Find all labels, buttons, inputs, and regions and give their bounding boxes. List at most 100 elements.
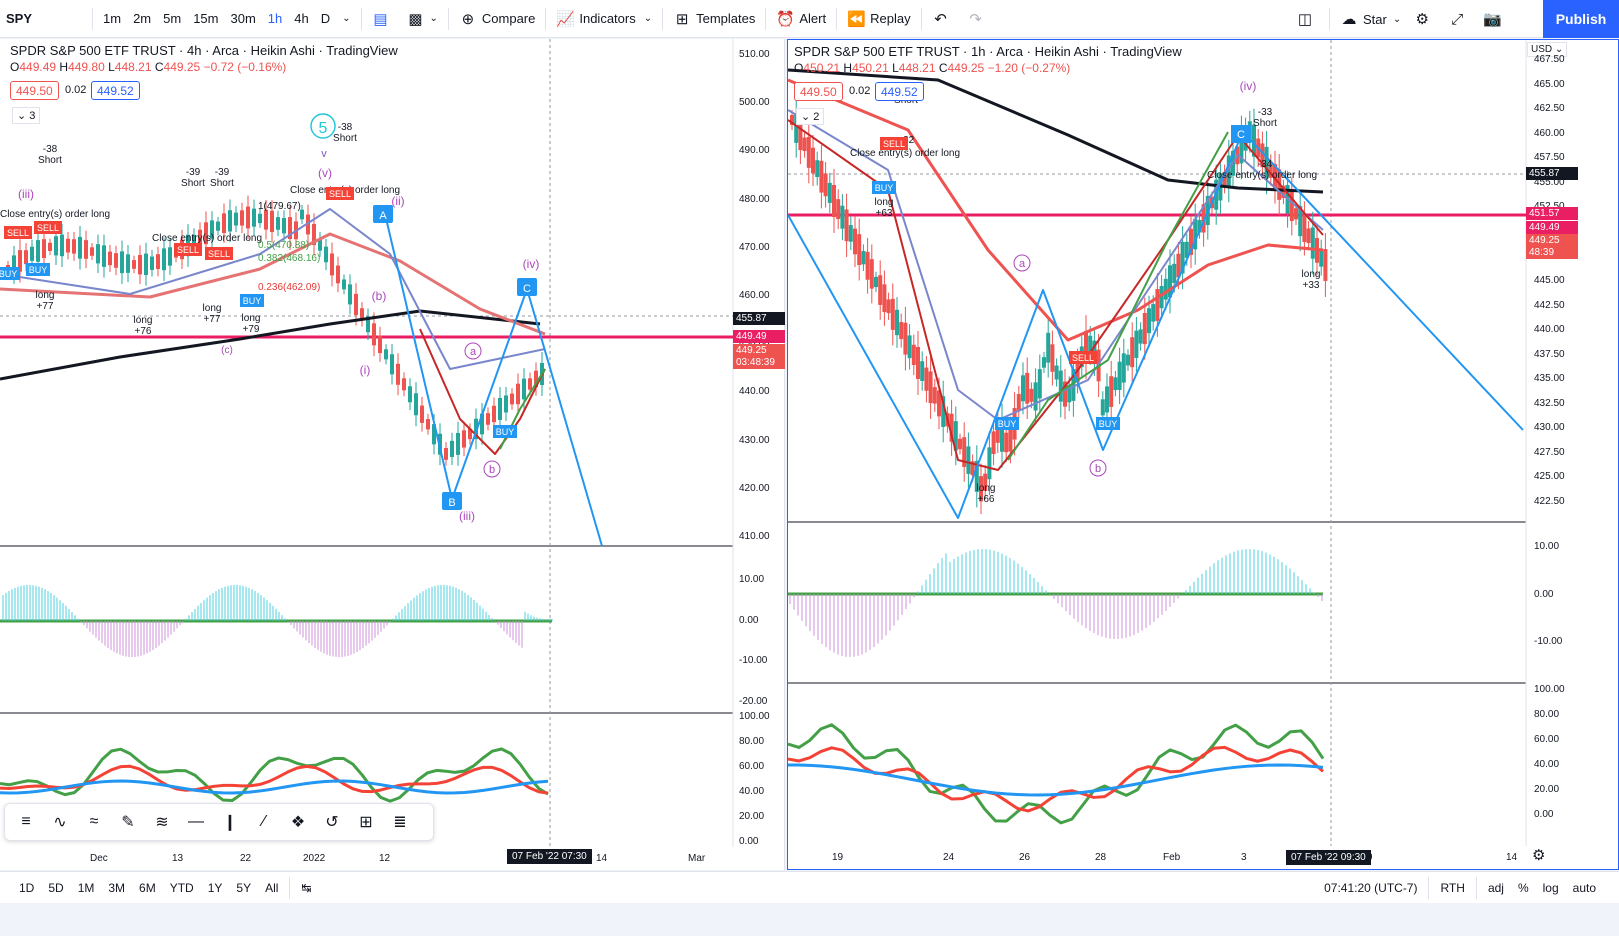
left-bid-box[interactable]: 449.50 <box>10 81 59 100</box>
hline-tool-icon[interactable]: — <box>188 813 204 830</box>
left-collapse-toggle[interactable]: ⌄ 3 <box>12 107 41 124</box>
candle-body <box>102 245 106 267</box>
left-chart-canvas[interactable]: 5 v (v) (iii) (ii) (iv) (iii) (i) (b) (c) a b A B C -38… <box>0 39 785 870</box>
buy-marker-label: BUY <box>243 296 262 306</box>
trendline-tool-icon[interactable]: ∕ <box>262 813 266 830</box>
left-chart-pane[interactable]: 5 v (v) (iii) (ii) (iv) (iii) (i) (b) (c) a b A B C -38… <box>0 39 785 870</box>
range-ytd[interactable]: YTD <box>169 880 194 895</box>
range-5d[interactable]: 5D <box>48 880 64 895</box>
compare-button[interactable]: ⊕ Compare <box>453 0 541 38</box>
auto-toggle[interactable]: auto <box>1572 880 1596 895</box>
vlines-tool-icon[interactable]: ❙ <box>223 814 237 831</box>
long-signal-label: +76 <box>135 326 152 337</box>
candle-body <box>1021 375 1025 402</box>
right-ohlc: O450.21 H450.21 L448.21 C449.25 −1.20 (−… <box>794 61 1071 75</box>
candle-body <box>1004 432 1009 453</box>
adj-toggle[interactable]: adj <box>1487 880 1504 895</box>
alert-button[interactable]: ⏰ Alert <box>776 10 827 28</box>
ruler-tool-icon[interactable]: ⊞ <box>359 814 373 831</box>
replay-button[interactable]: ⏪ Replay <box>847 10 911 28</box>
candle-body <box>192 234 196 248</box>
candle-style-button[interactable]: ▩ ⌄ <box>401 0 444 38</box>
right-time-axis[interactable]: 19242628Feb3914 <box>788 846 1526 869</box>
left-ohlc: O449.49 H449.80 L448.21 C449.25 −0.72 (−… <box>10 60 287 74</box>
session-toggle[interactable]: RTH <box>1440 880 1465 895</box>
left-price-axis[interactable]: 510.00 500.00 490.00 480.00 470.00 460.00 450.… <box>733 39 785 870</box>
undo-button[interactable]: ↶ <box>926 0 961 38</box>
sell-marker <box>326 187 354 200</box>
lines-tool-icon[interactable]: ≡ <box>21 813 31 830</box>
range-1d[interactable]: 1D <box>19 880 35 895</box>
candle-body <box>1197 219 1202 233</box>
interval-30m[interactable]: 30m <box>230 11 256 26</box>
fullscreen-button[interactable]: ⤢ <box>1442 0 1477 38</box>
pen-tool-icon[interactable]: ✎ <box>121 814 135 831</box>
chevron-down-icon: ⌄ <box>429 13 438 24</box>
interval-dropdown[interactable]: ⌄ <box>336 0 356 38</box>
range-1m[interactable]: 1M <box>77 880 95 895</box>
log-toggle[interactable]: log <box>1542 880 1559 895</box>
range-1y[interactable]: 1Y <box>207 880 223 895</box>
clock[interactable]: 07:41:20 (UTC-7) <box>1324 880 1418 895</box>
fib-tool-icon[interactable]: ≋ <box>155 814 169 831</box>
axis-tick-label: 440.00 <box>1534 324 1565 336</box>
right-collapse-toggle[interactable]: ⌄ 2 <box>796 108 825 125</box>
left-time-axis[interactable]: Dec 13 22 2022 12 14 Mar <box>0 847 733 870</box>
interval-5m[interactable]: 5m <box>163 11 182 26</box>
candle-body <box>78 236 82 259</box>
templates-button[interactable]: ⊞ Templates <box>667 0 761 38</box>
pattern-tool-icon[interactable]: ∿ <box>53 814 67 831</box>
long-signal-label: long <box>203 303 222 314</box>
layout-button[interactable]: ◫ <box>1290 0 1325 38</box>
wave-label: (iii) <box>459 509 475 523</box>
interval-d[interactable]: D <box>320 11 331 26</box>
settings-button[interactable]: ⚙ <box>1407 0 1442 38</box>
spiral-tool-icon[interactable]: ↺ <box>325 814 339 831</box>
interval-4h[interactable]: 4h <box>294 11 309 26</box>
candle-body <box>498 397 502 420</box>
range-3m[interactable]: 3M <box>108 880 126 895</box>
range-5y[interactable]: 5Y <box>236 880 252 895</box>
range-all[interactable]: All <box>265 880 279 895</box>
snapshot-button[interactable]: 📷 <box>1477 0 1512 38</box>
chart-settings-gear-icon[interactable]: ⚙ <box>1532 847 1546 864</box>
rsi-green-line <box>0 747 549 803</box>
publish-button[interactable]: Publish <box>1543 0 1619 38</box>
axis-tick-label: 452.50 <box>1534 201 1565 212</box>
right-bid-box[interactable]: 449.50 <box>794 82 843 101</box>
node-tool-icon[interactable]: ❖ <box>290 814 306 831</box>
axis-tick-label: 0.00 <box>739 614 759 626</box>
settings-lines-tool-icon[interactable]: ≣ <box>393 814 407 831</box>
wave-tool-icon[interactable]: ≈ <box>89 813 99 830</box>
interval-2m[interactable]: 2m <box>133 11 152 26</box>
interval-15m[interactable]: 15m <box>193 11 219 26</box>
currency-selector[interactable]: USD ⌄ <box>1527 42 1568 57</box>
long-signal-label: +79 <box>243 324 260 335</box>
right-ask-box[interactable]: 449.52 <box>875 82 924 101</box>
candle-body <box>890 298 895 330</box>
short-signal-label: Short <box>1253 118 1277 129</box>
candle-body <box>840 205 845 229</box>
indicators-button[interactable]: 📈 Indicators ⌄ <box>556 10 653 28</box>
time-tick-label: 28 <box>1095 852 1107 863</box>
interval-1h[interactable]: 1h <box>267 11 283 26</box>
axis-tick-label: 20.00 <box>739 811 765 822</box>
goto-date-icon[interactable]: ↹ <box>301 880 312 895</box>
buy-marker-label: BUY <box>29 265 48 275</box>
axis-tick-label: 40.00 <box>739 786 765 797</box>
percent-toggle[interactable]: % <box>1517 880 1529 895</box>
star-button[interactable]: ☁ Star ⌄ <box>1341 11 1402 28</box>
candle-body <box>108 251 112 266</box>
candle-body <box>979 476 983 502</box>
symbol-search[interactable]: SPY <box>6 11 33 26</box>
left-ask-box[interactable]: 449.52 <box>91 81 140 100</box>
right-price-axis[interactable]: 467.50 465.00 462.50 460.00 457.50 455.00 452.… <box>1526 40 1618 869</box>
candle-body <box>1113 377 1118 391</box>
range-6m[interactable]: 6M <box>139 880 156 895</box>
interval-1m[interactable]: 1m <box>103 11 122 26</box>
redo-button[interactable]: ↷ <box>961 0 996 38</box>
grid-icon: ⊞ <box>675 10 689 28</box>
bar-style-button[interactable]: ▤ <box>366 0 401 38</box>
